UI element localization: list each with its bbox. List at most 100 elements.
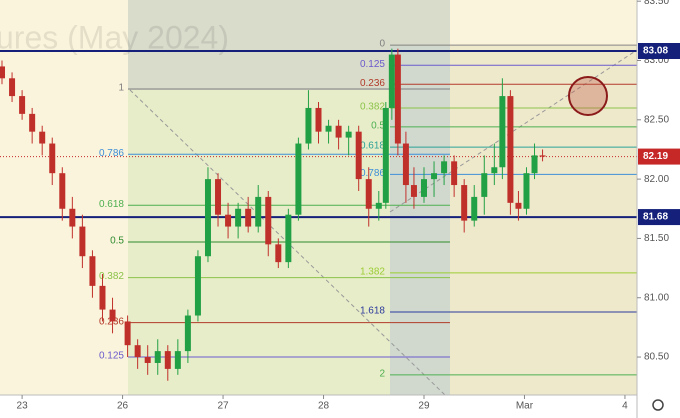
candle-body (0, 66, 6, 79)
price-tag (638, 148, 680, 165)
x-axis-panel (0, 395, 637, 418)
candle-body (402, 143, 409, 186)
x-tick-label: 4 (622, 401, 628, 412)
price-tag-label: 81.68 (643, 212, 668, 223)
fib-level-label: 0.618 (99, 199, 124, 210)
candle-body (345, 131, 352, 138)
fib-level-label: 0.382 (360, 102, 385, 113)
price-tag (638, 209, 680, 226)
candle-body (69, 208, 76, 227)
candle-body (89, 256, 96, 286)
candle-body (245, 208, 252, 227)
y-axis-panel (637, 0, 680, 418)
watermark: ures (May 2024) (0, 19, 229, 55)
candle-body (124, 321, 131, 346)
candle-body (194, 256, 201, 316)
fib-level-label: 0.125 (360, 59, 385, 70)
fib-level-label: 0.786 (360, 168, 385, 179)
fib-level-label: 0 (379, 39, 385, 50)
candle-body (9, 78, 16, 97)
y-tick-label: 82.00 (644, 174, 669, 185)
candle-body (109, 309, 116, 322)
plot-layer: 1 0.786 0.618 0.5 0.382 0.236 0.125 0 0.125 0.236… (0, 39, 637, 381)
candle-body (19, 96, 26, 114)
fib-level-label: 0.5 (110, 236, 124, 247)
candle-body (315, 107, 322, 132)
fib-level-label: 1.382 (360, 266, 385, 277)
fib-level-label: 2 (379, 368, 385, 379)
fib-level-label: 0.5 (371, 121, 385, 132)
highlight-circle (568, 76, 608, 116)
candle-body (325, 125, 332, 132)
fib-level-label: 0.786 (99, 148, 124, 159)
candle-body (382, 107, 389, 203)
candle-body (305, 107, 312, 144)
candle-body (441, 161, 448, 174)
candle-body (481, 173, 488, 197)
price-tag-label: 83.08 (643, 46, 668, 57)
fib-level-label: 0.618 (360, 141, 385, 152)
candle-body (184, 315, 191, 352)
x-tick-label: 23 (17, 401, 29, 412)
fib-level-label: 1 (118, 83, 124, 94)
candle-body (49, 143, 56, 174)
candle-body (531, 155, 538, 174)
x-tick-label: 27 (217, 401, 229, 412)
candle-body (154, 351, 161, 363)
candle-body (144, 357, 151, 363)
candle-body (204, 179, 211, 257)
candle-body (431, 173, 438, 180)
candle-body (461, 185, 468, 221)
candle-body (515, 202, 522, 209)
y-tick-label: 80.50 (644, 352, 669, 363)
candle-body (388, 54, 395, 108)
candle-body (174, 351, 181, 369)
candle-body (451, 161, 458, 186)
candle-body (355, 131, 362, 180)
y-tick-label: 83.00 (644, 55, 669, 66)
candle-body (375, 202, 382, 209)
candle-body (507, 96, 514, 203)
price-tag (638, 43, 680, 60)
candle-body (134, 345, 141, 358)
candle-body (394, 54, 401, 144)
fib-level-label: 0.382 (99, 271, 124, 282)
x-tick-label: Mar (516, 401, 534, 412)
candle-body (410, 185, 417, 197)
candle-body (255, 196, 262, 227)
candle-body (471, 196, 478, 221)
candle-body (59, 173, 66, 209)
axes-layer: 80.50 81.00 81.50 82.00 82.50 83.00 83.50 83.08… (17, 0, 680, 412)
candle-body (164, 351, 171, 369)
x-tick-label: 28 (318, 401, 330, 412)
candle-body (39, 131, 46, 144)
candle-body (265, 196, 272, 245)
x-tick-label: 29 (418, 401, 430, 412)
candle-body (29, 113, 36, 132)
x-tick-label: 26 (117, 401, 129, 412)
settings-icon[interactable] (652, 399, 664, 411)
candle-body (285, 214, 292, 263)
fib-level-label: 0.236 (360, 78, 385, 89)
candle-body (365, 179, 372, 209)
y-tick-label: 81.00 (644, 292, 669, 303)
candle-body (420, 179, 427, 197)
candle-body (523, 173, 530, 209)
candle-body (539, 155, 546, 157)
candle-body (491, 167, 498, 174)
candle-body (235, 208, 242, 227)
candle-body (295, 143, 302, 215)
trend-line (389, 49, 638, 213)
candle-body (225, 214, 232, 227)
fib-level-label: 1.618 (360, 306, 385, 317)
y-tick-label: 82.50 (644, 114, 669, 125)
candle-body (499, 96, 506, 168)
candle-body (275, 244, 282, 263)
price-tag-label: 82.19 (643, 151, 668, 162)
fib-level-label: 0.125 (99, 351, 124, 362)
y-tick-label: 81.50 (644, 233, 669, 244)
candle-body (215, 179, 222, 215)
fib-level-label: 0.236 (99, 316, 124, 327)
candle-body (99, 285, 106, 310)
